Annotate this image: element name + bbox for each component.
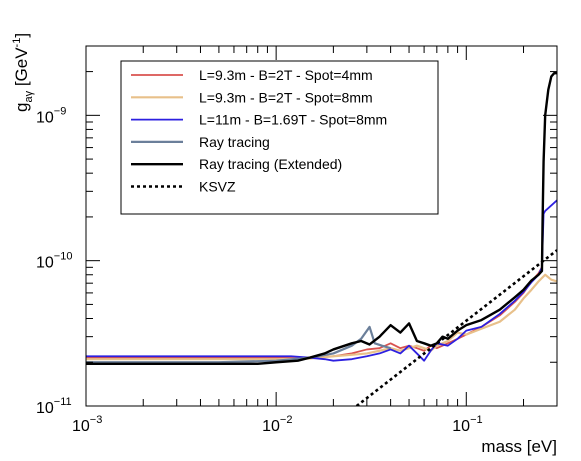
plot-frame xyxy=(85,45,558,407)
x-tick-exponent-1: −3 xyxy=(90,414,103,426)
y-axis-title-symbol: g xyxy=(12,103,31,112)
legend-label-3: L=11m - B=1.69T - Spot=8mm xyxy=(199,112,387,128)
y-axis-title-subscript: aγ xyxy=(23,90,35,102)
y-tick-label-2: 10−10 xyxy=(36,251,72,272)
x-tick-exponent-3: −1 xyxy=(470,414,483,426)
legend-label-2: L=9.3m - B=2T - Spot=8mm xyxy=(199,89,373,105)
y-axis-title: gaγ [GeV-1] xyxy=(11,33,35,112)
series-line-4 xyxy=(86,325,391,364)
series-line-1 xyxy=(86,266,543,359)
legend: L=9.3m - B=2T - Spot=4mm L=9.3m - B=2T - … xyxy=(120,60,439,215)
axes: 10−3 10−2 10−1 10−11 10−10 10−9 mass [eV] gaγ [… xyxy=(11,33,558,456)
y-axis-title-exponent: -1 xyxy=(11,38,23,48)
y-tick-exponent-1: −11 xyxy=(54,396,72,408)
legend-label-5: Ray tracing (Extended) xyxy=(199,156,342,172)
series-line-6 xyxy=(355,249,557,406)
legend-label-1: L=9.3m - B=2T - Spot=4mm xyxy=(199,67,373,83)
y-tick-exponent-2: −10 xyxy=(54,251,73,263)
series-line-3 xyxy=(86,199,557,362)
x-axis-title: mass [eV] xyxy=(481,437,557,456)
legend-label-6: KSVZ xyxy=(199,179,236,195)
y-tick-label-3: 10−9 xyxy=(36,105,66,126)
plot-area xyxy=(86,71,557,406)
x-tick-label-1: 10−3 xyxy=(72,414,102,435)
y-tick-exponent-3: −9 xyxy=(54,105,67,117)
x-tick-exponent-2: −2 xyxy=(280,414,293,426)
y-axis-title-unit: [GeV xyxy=(12,47,31,91)
legend-box xyxy=(120,60,439,215)
y-tick-label-1: 10−11 xyxy=(36,396,72,417)
legend-label-4: Ray tracing xyxy=(199,134,270,150)
x-tick-label-2: 10−2 xyxy=(262,414,292,435)
x-tick-label-3: 10−1 xyxy=(452,414,482,435)
y-axis-title-close: ] xyxy=(12,33,31,38)
